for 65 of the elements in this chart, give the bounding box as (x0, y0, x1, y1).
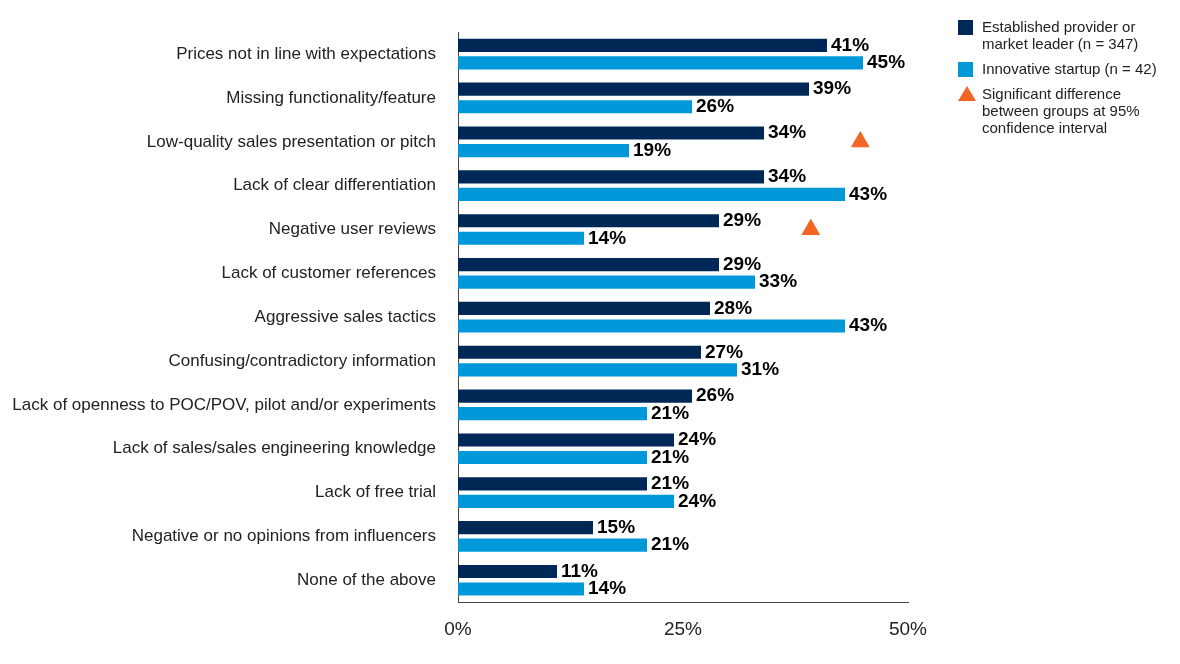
x-tick-label: 50% (888, 617, 928, 639)
data-label: 34% (768, 165, 807, 187)
x-tick-label: 0% (444, 617, 472, 639)
data-label: 28% (714, 296, 753, 318)
data-label: 21% (651, 401, 690, 423)
y-tick-label: Lack of clear differentiation (233, 175, 436, 195)
legend-label: Innovative startup (n = 42) (982, 60, 1157, 77)
y-tick-label: Missing functionality/feature (226, 87, 436, 107)
y-tick-label: Lack of free trial (315, 482, 436, 502)
data-label: 27% (705, 340, 744, 362)
data-label: 34% (768, 121, 807, 143)
bar (458, 538, 647, 552)
bar (458, 564, 557, 579)
y-tick-label: Confusing/contradictory information (168, 350, 436, 370)
bar (458, 214, 719, 228)
legend-label: Established provider or market leader (n = 347) (982, 18, 1140, 52)
data-label: 29% (723, 208, 762, 230)
y-tick-label: Negative user reviews (268, 219, 436, 239)
bar (458, 170, 764, 184)
data-label: 31% (741, 358, 780, 380)
bar (458, 433, 674, 447)
bar (458, 389, 692, 403)
legend-label: Significant difference between groups at 95% confidence interval (982, 85, 1141, 136)
bar (458, 38, 827, 52)
data-label: 33% (759, 270, 798, 292)
bar (458, 144, 629, 158)
y-tick-label: Prices not in line with expectations (176, 43, 436, 63)
y-tick-label: Low-quality sales presentation or pitch (146, 131, 436, 151)
bar (458, 231, 584, 245)
data-label: 41% (831, 33, 870, 55)
data-label: 43% (849, 314, 888, 336)
bar (458, 363, 737, 377)
bar (458, 494, 674, 508)
y-tick-label: Negative or no opinions from influencers (131, 526, 436, 546)
x-tick-label: 25% (663, 617, 703, 639)
bar (458, 100, 692, 114)
data-label: 45% (867, 51, 906, 73)
data-label: 29% (723, 252, 762, 274)
bar (458, 126, 764, 140)
bar (458, 345, 701, 359)
bar (458, 187, 845, 202)
data-label: 39% (813, 77, 852, 99)
bar (458, 258, 719, 272)
bar (458, 56, 863, 70)
y-tick-label: Lack of sales/sales engineering knowledge (112, 438, 436, 458)
bar (458, 319, 845, 333)
bar (458, 407, 647, 421)
data-label: 15% (597, 515, 636, 537)
y-tick-label: Aggressive sales tactics (254, 306, 436, 326)
bar (458, 521, 593, 535)
data-label: 14% (588, 226, 627, 248)
data-label: 26% (696, 94, 735, 116)
y-tick-label: Lack of customer references (221, 263, 436, 283)
data-label: 43% (849, 182, 888, 204)
data-label: 19% (633, 138, 672, 160)
bar (458, 477, 647, 491)
bar (458, 301, 710, 316)
bar (458, 582, 584, 596)
bar (458, 82, 809, 96)
data-label: 26% (696, 384, 735, 406)
y-tick-label: None of the above (297, 569, 436, 589)
bar (458, 450, 647, 465)
bar (458, 275, 755, 289)
data-label: 21% (651, 533, 690, 555)
y-tick-label: Lack of openness to POC/POV, pilot and/or experiments (12, 394, 436, 414)
